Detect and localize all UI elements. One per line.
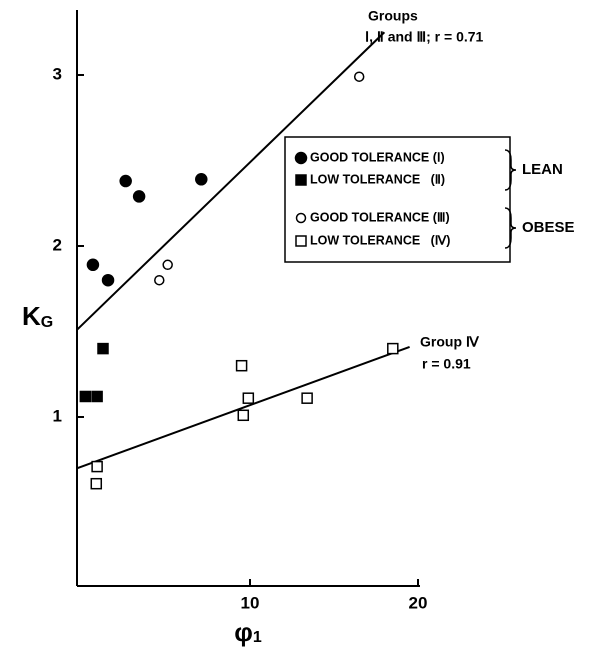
legend-label: GOOD TOLERANCE (Ⅲ)	[310, 210, 450, 224]
point	[237, 409, 250, 422]
point	[162, 259, 173, 271]
fit-line	[76, 345, 410, 470]
point	[154, 274, 165, 286]
legend-box	[284, 136, 511, 263]
legend-label: GOOD TOLERANCE (Ⅰ)	[310, 150, 445, 164]
fit-annotation: r = 0.91	[422, 356, 471, 372]
fit-line	[76, 31, 386, 331]
y-tick-label: 1	[53, 406, 62, 425]
fit-annotation: Group Ⅳ	[420, 334, 480, 350]
point	[301, 392, 313, 404]
legend-marker	[295, 235, 307, 247]
x-axis-label-main: φ	[234, 617, 253, 647]
point	[235, 359, 248, 372]
point	[132, 190, 146, 203]
x-tick-label: 10	[241, 593, 260, 612]
legend-group: OBESE	[522, 219, 575, 236]
legend-marker	[295, 174, 307, 186]
point	[387, 342, 399, 355]
legend-brace	[504, 149, 517, 191]
legend-marker	[295, 212, 307, 224]
point	[97, 342, 109, 355]
y-axis-label: KG	[22, 301, 53, 331]
x-tick-label: 20	[409, 593, 428, 612]
point	[353, 71, 365, 82]
point	[101, 273, 115, 287]
y-axis-label-main: K	[22, 301, 41, 331]
legend-label: LOW TOLERANCE (Ⅱ)	[310, 172, 445, 186]
point	[91, 390, 103, 403]
y-axis-label-sub: G	[41, 314, 53, 331]
point	[242, 392, 255, 404]
x-axis-label: φ1	[234, 617, 262, 647]
legend-group: LEAN	[522, 161, 563, 178]
fit-annotation: Groups	[368, 8, 418, 24]
y-tick-label: 2	[53, 235, 62, 254]
legend-brace	[504, 207, 517, 249]
y-tick-label: 3	[53, 64, 62, 83]
x-axis-label-sub: 1	[253, 629, 262, 646]
point	[90, 477, 103, 490]
point	[195, 173, 208, 186]
point	[119, 174, 132, 188]
legend-marker	[294, 151, 308, 165]
legend-label: LOW TOLERANCE (Ⅳ)	[310, 233, 450, 247]
point	[79, 390, 92, 403]
fit-annotation: Ⅰ, Ⅱ and Ⅲ; r = 0.71	[365, 29, 484, 45]
point	[91, 460, 103, 473]
point	[86, 258, 100, 272]
